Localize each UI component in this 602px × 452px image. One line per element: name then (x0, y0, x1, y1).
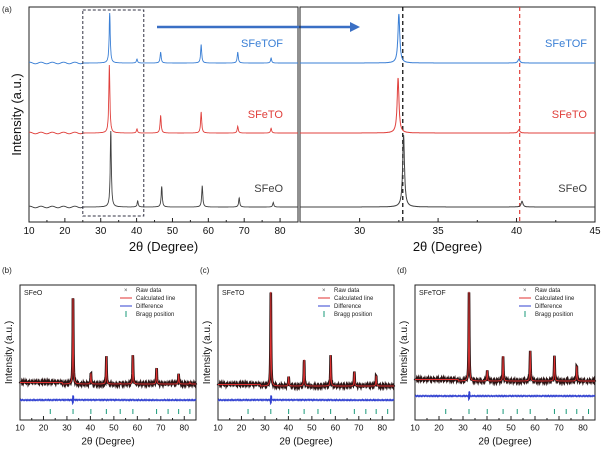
legend-label: Raw data (136, 288, 162, 294)
x-tick-label: 50 (109, 423, 119, 433)
x-tick-label: 70 (239, 226, 251, 237)
x-tick-label: 40 (511, 226, 523, 237)
legend-raw-icon: × (124, 288, 128, 294)
panel-label: (c) (200, 266, 210, 275)
legend-label: Bragg position (136, 312, 174, 318)
x-tick-label: 60 (530, 423, 540, 433)
legend-label: Calculated line (136, 296, 176, 302)
x-tick-label: 40 (86, 423, 96, 433)
series-line-SFeTOF (28, 12, 298, 65)
legend-label: Raw data (334, 288, 360, 294)
x-tick-label: 60 (133, 423, 143, 433)
x-tick-label: 45 (589, 226, 601, 237)
series-label: SFeTOF (545, 38, 587, 50)
x-tick-label: 80 (578, 423, 588, 433)
legend-label: Calculated line (334, 296, 374, 302)
plot-frame (299, 6, 596, 223)
x-tick-label: 70 (156, 423, 166, 433)
series-line-SFeO (300, 134, 595, 208)
x-tick-label: 30 (458, 423, 468, 433)
legend-label: Raw data (535, 288, 561, 294)
legend-label: Bragg position (334, 312, 372, 318)
series-label: SFeO (254, 183, 283, 195)
plot-frame (414, 284, 596, 421)
x-tick-label: 80 (275, 226, 287, 237)
series-label: SFeTOF (241, 38, 283, 50)
series-line-SFeTO (28, 64, 298, 135)
x-tick-label: 70 (354, 423, 364, 433)
x-axis-label: 2θ (Degree) (413, 239, 482, 254)
panel-label: (a) (2, 5, 12, 14)
x-tick-label: 30 (260, 423, 270, 433)
x-tick-label: 30 (95, 226, 107, 237)
plot-frame (19, 284, 197, 421)
arrow-head-icon (350, 22, 360, 32)
y-axis-label: Intensity (a.u.) (4, 321, 15, 384)
y-axis-label: Intensity (a.u.) (202, 321, 213, 384)
x-axis-label: 2θ (Degree) (279, 437, 332, 448)
series-line-SFeTOF (300, 13, 595, 64)
x-tick-label: 80 (378, 423, 388, 433)
sample-name: SFeTO (222, 290, 245, 297)
series-line-SFeTO (300, 77, 595, 134)
x-tick-label: 10 (23, 226, 35, 237)
raw-data-points (413, 292, 597, 387)
x-tick-label: 50 (506, 423, 516, 433)
x-tick-label: 80 (180, 423, 190, 433)
x-tick-label: 50 (307, 423, 317, 433)
highlight-box (82, 9, 145, 217)
series-label: SFeTO (248, 109, 284, 121)
x-tick-label: 10 (213, 423, 223, 433)
y-axis-label: Intensity (a.u.) (9, 73, 24, 155)
calculated-line (20, 298, 196, 385)
x-axis-label: 2θ (Degree) (478, 437, 531, 448)
difference-line (414, 390, 596, 401)
x-tick-label: 20 (237, 423, 247, 433)
legend-label: Difference (136, 304, 164, 310)
legend-raw-icon: × (523, 288, 527, 294)
legend-label: Difference (334, 304, 362, 310)
x-tick-label: 60 (203, 226, 215, 237)
legend-raw-icon: × (322, 288, 326, 294)
x-tick-label: 40 (284, 423, 294, 433)
difference-line (217, 394, 395, 405)
legend-label: Difference (535, 304, 563, 310)
series-label: SFeO (558, 183, 587, 195)
x-tick-label: 10 (15, 423, 25, 433)
x-axis-label: 2θ (Degree) (81, 437, 134, 448)
x-tick-label: 10 (410, 423, 420, 433)
x-tick-label: 35 (433, 226, 445, 237)
sample-name: SFeTOF (419, 290, 446, 297)
calculated-line (415, 291, 595, 382)
x-tick-label: 70 (554, 423, 564, 433)
panel-label: (b) (2, 266, 12, 275)
x-tick-label: 60 (331, 423, 341, 433)
calculated-line (218, 291, 394, 387)
sample-name: SFeO (24, 290, 43, 297)
raw-data-points (216, 292, 396, 392)
x-tick-label: 20 (434, 423, 444, 433)
legend-label: Calculated line (535, 296, 575, 302)
x-tick-label: 20 (59, 226, 71, 237)
panel-label: (d) (397, 266, 407, 275)
x-tick-label: 30 (354, 226, 366, 237)
x-tick-label: 40 (131, 226, 143, 237)
plot-frame (217, 284, 395, 421)
series-label: SFeTO (552, 109, 588, 121)
x-tick-label: 40 (482, 423, 492, 433)
y-axis-label: Intensity (a.u.) (399, 321, 410, 384)
difference-line (19, 394, 197, 405)
series-line-SFeO (28, 130, 298, 209)
x-axis-label: 2θ (Degree) (129, 239, 198, 254)
x-tick-label: 20 (39, 423, 49, 433)
x-tick-label: 30 (62, 423, 72, 433)
x-tick-label: 50 (167, 226, 179, 237)
plot-frame (28, 6, 299, 223)
legend-label: Bragg position (535, 312, 573, 318)
